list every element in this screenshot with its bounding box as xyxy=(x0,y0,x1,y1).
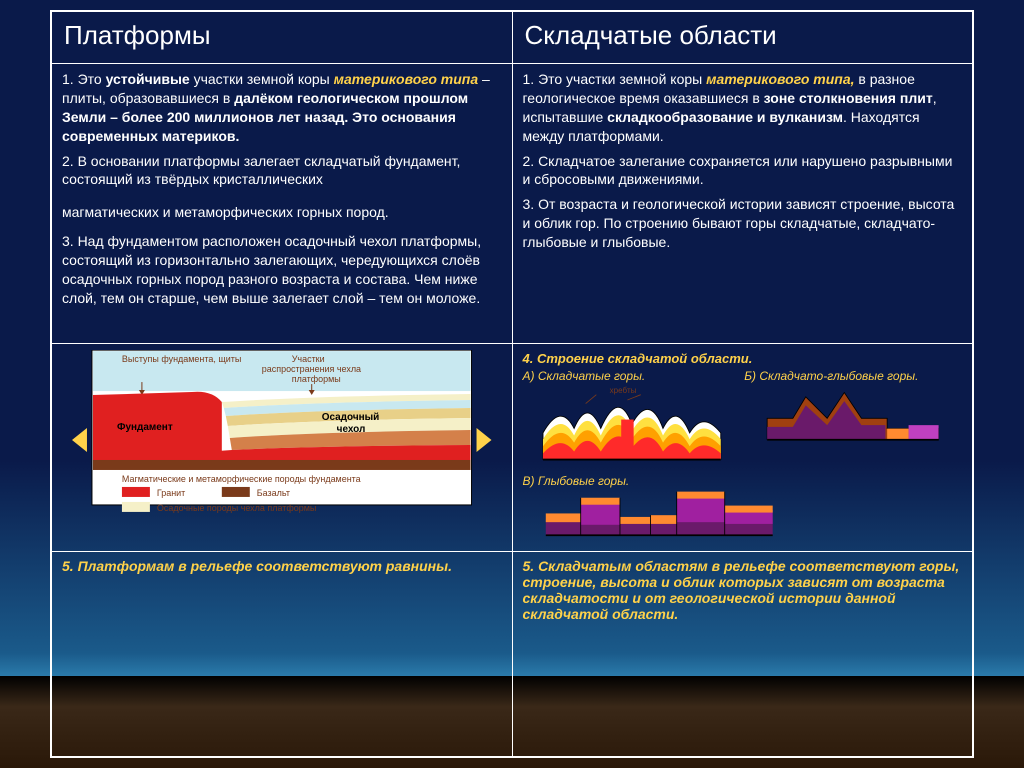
left-p3: 3. Над фундаментом расположен осадочный … xyxy=(62,232,502,308)
lbl-cover1: Осадочный xyxy=(322,412,380,423)
chevron-left-icon xyxy=(72,428,87,452)
slide-frame: Платформы Складчатые области 1. Это усто… xyxy=(50,10,974,758)
right-diagram-cell: 4. Строение складчатой области. А) Склад… xyxy=(512,344,973,552)
header-folded: Складчатые области xyxy=(512,12,973,64)
t: 1. Это xyxy=(62,71,106,87)
t: складкообразование и вулканизм xyxy=(607,109,843,125)
left-p2: 2. В основании платформы залегает складч… xyxy=(62,152,502,190)
header-platforms: Платформы xyxy=(52,12,513,64)
lg-sed: Осадочные породы чехла платформы xyxy=(157,503,316,513)
t: равнины. xyxy=(386,558,452,574)
lg-granite: Гранит xyxy=(157,488,185,498)
lg-basalt: Базальт xyxy=(257,488,290,498)
t: устойчивые xyxy=(106,71,190,87)
lbl-top1: Выступы фундамента, щиты xyxy=(122,354,241,364)
lbl-fund: Фундамент xyxy=(117,422,173,433)
lg-title: Магматические и метаморфические породы ф… xyxy=(122,474,361,484)
fold-mountains-diagram: хребты xyxy=(523,384,741,464)
left-p2b: магматических и метаморфических горных п… xyxy=(62,203,502,222)
r4-title: 4. Строение складчатой области. xyxy=(523,350,963,368)
comparison-table: Платформы Складчатые области 1. Это усто… xyxy=(51,11,973,757)
left-text-cell: 1. Это устойчивые участки земной коры ма… xyxy=(52,64,513,344)
right-p3: 3. От возраста и геологической истории з… xyxy=(523,195,963,252)
left-diagram-cell: Выступы фундамента, щиты Участки распрос… xyxy=(52,344,513,552)
block-mountains-diagram xyxy=(523,489,795,537)
t: 5. Складчатым областям в рельефе соответ… xyxy=(523,558,920,574)
fold-block-diagram xyxy=(744,384,962,444)
lbl-top2a: Участки xyxy=(292,354,325,364)
left-p1: 1. Это устойчивые участки земной коры ма… xyxy=(62,70,502,146)
t: 5. Платформам в рельефе соответствуют xyxy=(62,558,386,574)
lbl-top2b: распространения чехла xyxy=(262,364,361,374)
t: материкового типа, xyxy=(706,71,854,87)
right-p2: 2. Складчатое залегание сохраняется или … xyxy=(523,152,963,190)
left-row5: 5. Платформам в рельефе соответствуют ра… xyxy=(52,552,513,757)
chevron-right-icon xyxy=(477,428,492,452)
lbl-top2c: платформы xyxy=(292,374,341,384)
right-row5: 5. Складчатым областям в рельефе соответ… xyxy=(512,552,973,757)
r4b: Б) Складчато-глыбовые горы. xyxy=(744,368,962,384)
t: участки земной коры xyxy=(190,71,334,87)
t: материкового типа xyxy=(334,71,479,87)
t: зоне столкновения плит xyxy=(764,90,933,106)
right-text-cell: 1. Это участки земной коры материкового … xyxy=(512,64,973,344)
lbl-cover2: чехол xyxy=(337,424,366,435)
r4c: В) Глыбовые горы. xyxy=(523,473,963,489)
platform-diagram: Выступы фундамента, щиты Участки распрос… xyxy=(62,350,502,540)
r4a: А) Складчатые горы. xyxy=(523,368,741,384)
t: 1. Это участки земной коры xyxy=(523,71,707,87)
right-p1: 1. Это участки земной коры материкового … xyxy=(523,70,963,146)
lbl-khrebty: хребты xyxy=(609,386,636,395)
